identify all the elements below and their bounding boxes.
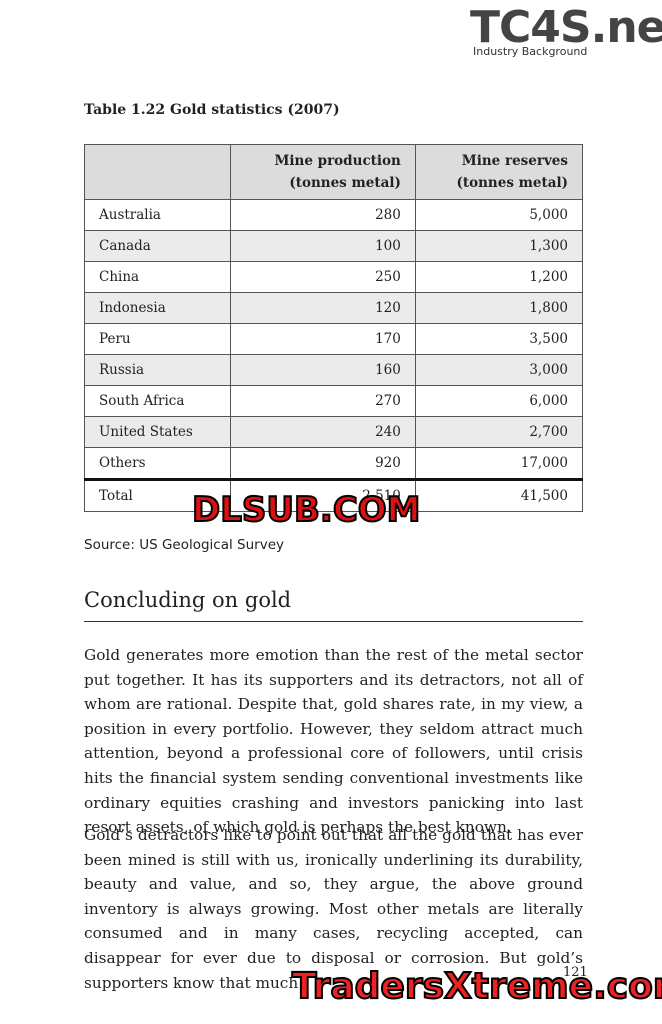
watermark: TC4S.net [470,2,662,53]
table-cell: 2,510 [230,478,416,512]
table-cell: 100 [230,230,416,262]
table-cell: 3,000 [414,354,584,386]
table-cell: 280 [230,199,416,231]
table-cell: Indonesia [83,292,232,324]
table-cell: Total [83,478,232,512]
page-number: 121 [563,965,588,980]
table-cell: 3,500 [414,323,584,355]
header-row: Mine production (tonnes metal) Mine reser… [83,144,584,200]
table-cell: United States [83,416,232,448]
table-source: Source: US Geological Survey [84,537,285,553]
table-cell: Peru [83,323,232,355]
table-cell: 270 [230,385,416,417]
table-row: Peru 170 3,500 [83,323,584,355]
table-cell: 1,800 [414,292,584,324]
table-row: Australia 280 5,000 [83,199,584,231]
table-row: United States 240 2,700 [83,416,584,448]
table-row: China 250 1,200 [83,261,584,293]
paragraph: Gold generates more emotion than the res… [84,646,583,837]
table-cell: 1,300 [414,230,584,262]
total-row: Total 2,510 41,500 [83,478,584,512]
table-cell: Others [83,447,232,480]
table-row: Russia 160 3,000 [83,354,584,386]
table-cell: 170 [230,323,416,355]
data-table: Mine production (tonnes metal) Mine reser… [83,144,584,512]
table-row: Indonesia 120 1,800 [83,292,584,324]
table-cell: 240 [230,416,416,448]
table-cell: 5,000 [414,199,584,231]
table-title: Table 1.22 Gold statistics (2007) [84,102,340,118]
table-row: Canada 100 1,300 [83,230,584,262]
table-cell: Russia [83,354,232,386]
table-cell: 41,500 [414,478,584,512]
section-heading: Concluding on gold [84,588,292,612]
column-header: Mine reserves (tonnes metal) [414,144,584,200]
table-row: South Africa 270 6,000 [83,385,584,417]
watermark: TradersXtreme.com [291,965,662,1008]
table-cell: 6,000 [414,385,584,417]
table-cell: China [83,261,232,293]
table-row: Others 920 17,000 [83,447,584,480]
table-cell: 1,200 [414,261,584,293]
column-header [83,144,232,200]
table-cell: 17,000 [414,447,584,480]
running-header: Industry Background [473,45,588,58]
table-cell: 2,700 [414,416,584,448]
table-cell: 120 [230,292,416,324]
heading-rule [84,621,583,622]
paragraph: Gold’s detractors like to point out that… [84,826,583,992]
table-cell: 250 [230,261,416,293]
table-cell: Australia [83,199,232,231]
table-cell: 160 [230,354,416,386]
column-header: Mine production (tonnes metal) [230,144,416,200]
table-cell: Canada [83,230,232,262]
table-cell: 920 [230,447,416,480]
table-cell: South Africa [83,385,232,417]
watermark: DLSUB.COM [191,489,422,531]
